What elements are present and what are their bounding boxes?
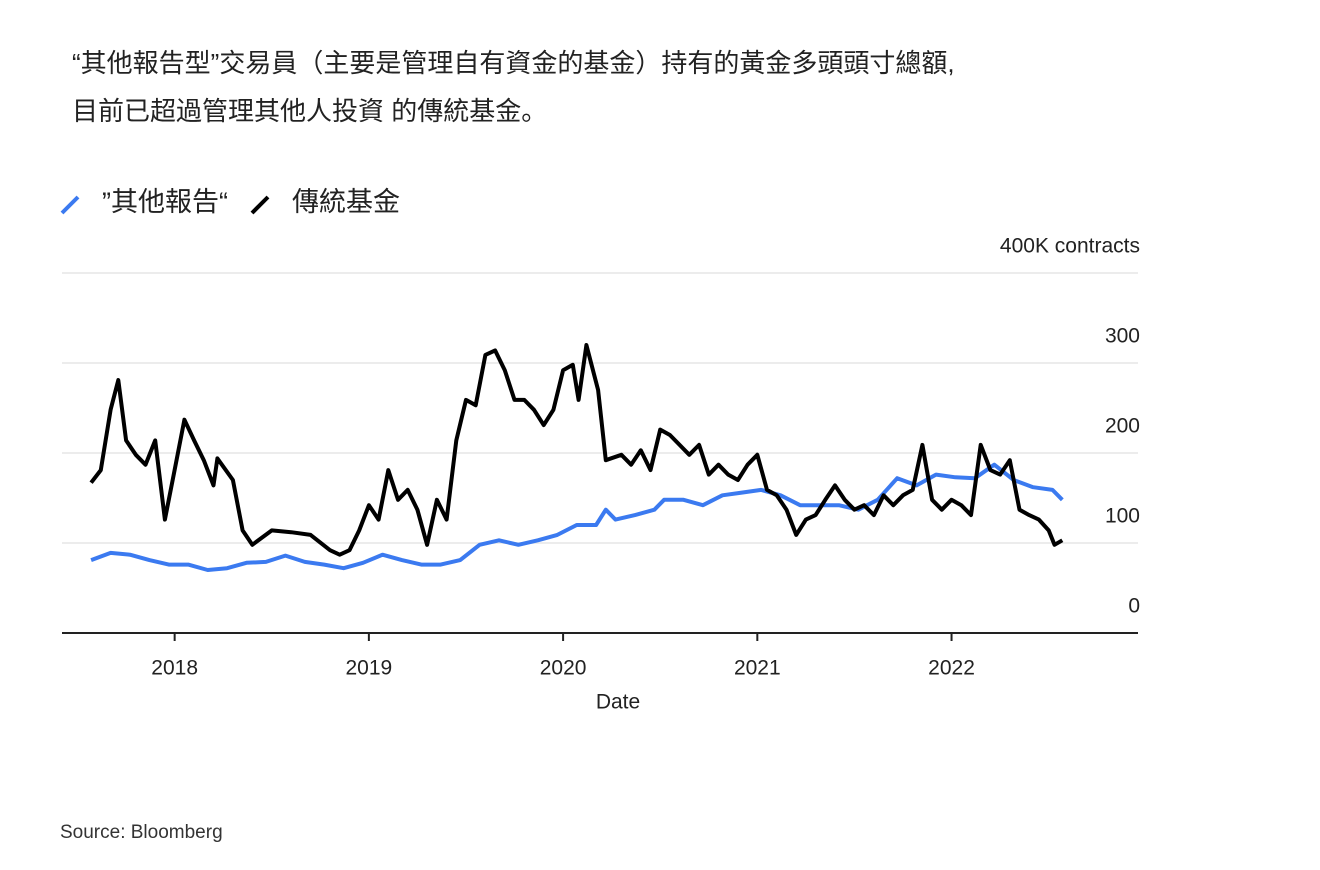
legend-swatch: [250, 195, 270, 215]
series-line: [90, 462, 1064, 572]
y-tick-label: 300: [1105, 325, 1140, 348]
series-line: [89, 343, 1064, 557]
y-tick-label: 400K contracts: [1000, 235, 1140, 258]
x-tick-label: 2022: [928, 657, 975, 680]
y-tick-label: 200: [1105, 415, 1140, 438]
x-tick-label: 2021: [734, 657, 781, 680]
chart-title-line: 目前已超過管理其他人投資 的傳統基金。: [72, 96, 547, 126]
legend-label: ”其他報告“: [102, 187, 228, 217]
source: Source: Bloomberg: [60, 822, 223, 843]
legend-label: 傳統基金: [292, 187, 400, 217]
x-tick-label: 2018: [151, 657, 198, 680]
chart-title-line: “其他報告型”交易員（主要是管理自有資金的基金）持有的黃金多頭頭寸總額,: [72, 48, 955, 78]
x-axis-label: Date: [596, 691, 640, 714]
x-tick-label: 2019: [346, 657, 393, 680]
y-tick-label: 0: [1128, 595, 1140, 618]
legend-swatch: [60, 195, 80, 215]
y-tick-label: 100: [1105, 505, 1140, 528]
x-tick-label: 2020: [540, 657, 587, 680]
